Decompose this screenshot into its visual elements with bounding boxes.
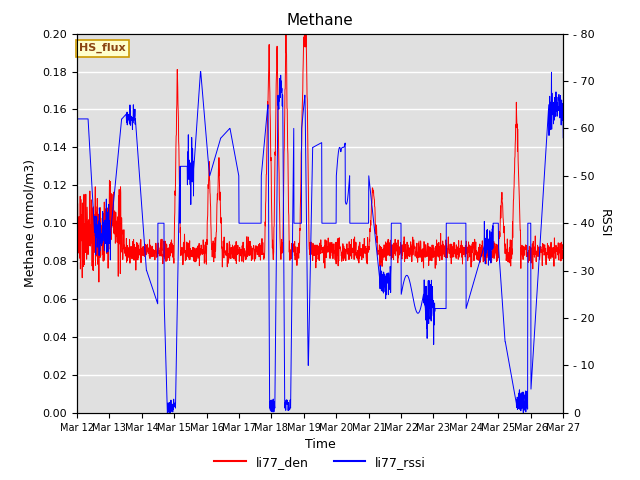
- li77_rssi: [196, 69, 204, 74]
- X-axis label: Time: Time: [305, 438, 335, 451]
- li77_den: [95, 279, 102, 285]
- li77_rssi: [164, 410, 172, 416]
- li77_den: [209, 241, 216, 247]
- li77_den: [73, 248, 81, 254]
- Y-axis label: RSSI: RSSI: [598, 209, 611, 238]
- li77_den: [282, 31, 290, 36]
- li77_rssi: [334, 154, 342, 159]
- li77_den: [334, 251, 342, 256]
- li77_den: [531, 244, 538, 250]
- li77_rssi: [461, 220, 469, 226]
- li77_rssi: [209, 162, 217, 168]
- Text: HS_flux: HS_flux: [79, 43, 126, 53]
- Title: Methane: Methane: [287, 13, 353, 28]
- li77_rssi: [345, 187, 353, 193]
- li77_rssi: [73, 116, 81, 122]
- Legend: li77_den, li77_rssi: li77_den, li77_rssi: [209, 451, 431, 474]
- li77_den: [559, 246, 567, 252]
- li77_den: [516, 238, 524, 244]
- li77_rssi: [531, 336, 538, 342]
- Line: li77_den: li77_den: [77, 34, 563, 282]
- Line: li77_rssi: li77_rssi: [77, 72, 563, 413]
- li77_rssi: [559, 135, 567, 141]
- li77_den: [345, 253, 353, 259]
- li77_rssi: [516, 401, 524, 407]
- Y-axis label: Methane (mmol/m3): Methane (mmol/m3): [24, 159, 36, 287]
- li77_den: [461, 254, 469, 260]
